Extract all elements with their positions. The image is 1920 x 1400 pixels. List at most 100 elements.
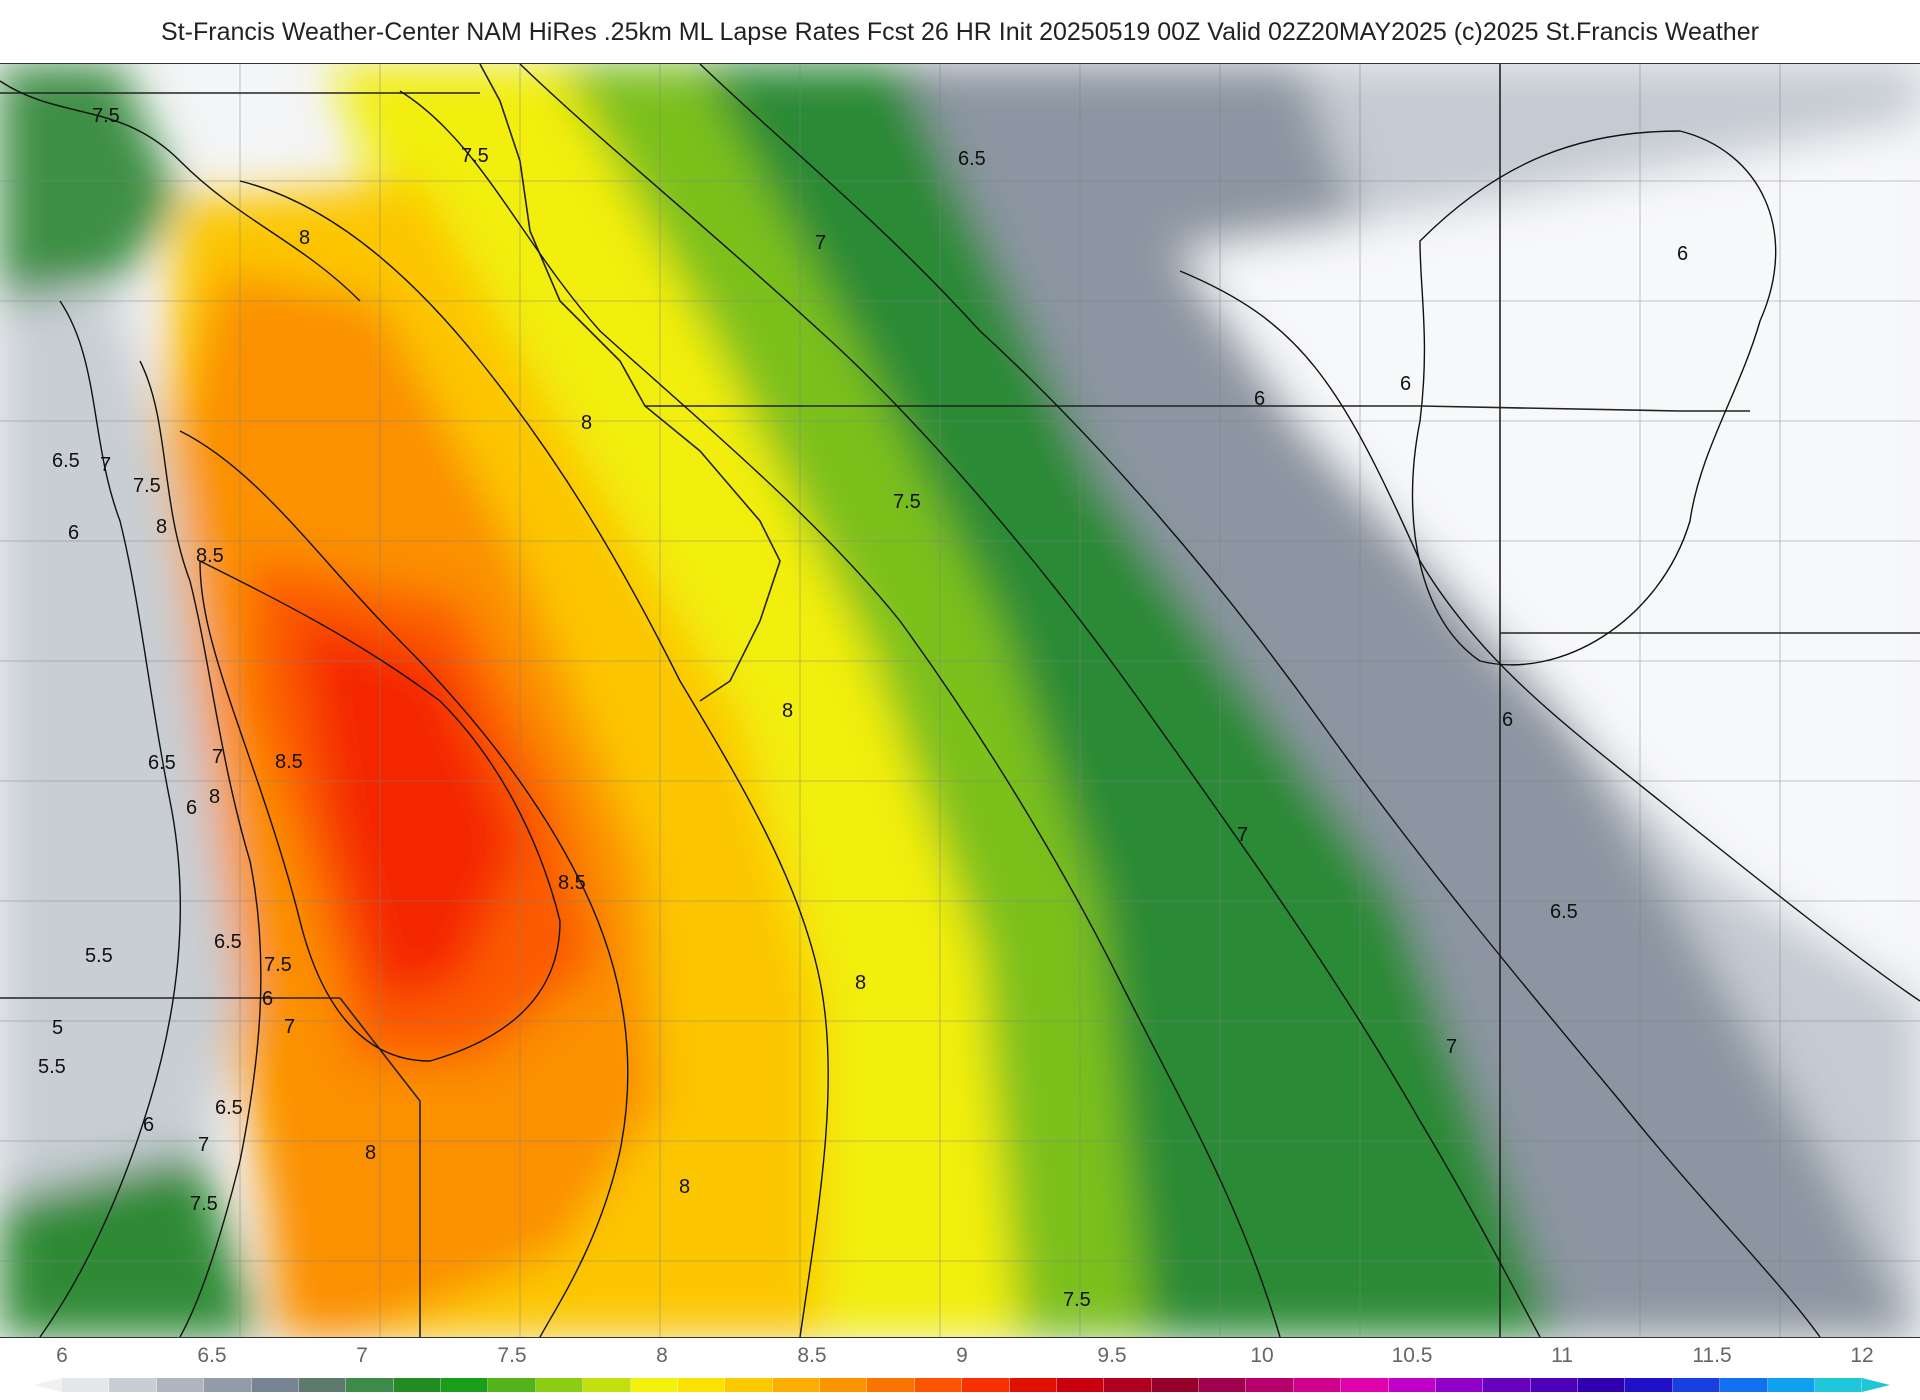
contour-label: 8 [156,516,167,538]
colorbar-strip [62,1378,1863,1392]
color-fill [0,64,1920,1337]
contour-label: 6 [143,1114,154,1136]
colorbar-segment [204,1378,252,1392]
colorbar-segment [1341,1378,1389,1392]
colorbar-segment [630,1378,678,1392]
colorbar-segment [488,1378,536,1392]
colorbar-tick-label: 9 [956,1344,968,1367]
contour-label: 7 [815,232,826,254]
contour-label: 7.5 [133,475,161,497]
contour-label: 7 [1446,1036,1457,1058]
contour-lines [0,64,1920,1337]
contour-label: 8 [365,1142,376,1164]
contour-label: 5.5 [85,945,113,967]
colorbar-segment [109,1378,157,1392]
band-green-southwest [0,1151,260,1337]
colorbar-segment [1435,1378,1484,1392]
contour-label: 8 [782,700,793,722]
colorbar-arrow-left [34,1378,62,1392]
colorbar-segment [1293,1378,1342,1392]
colorbar-segment [1578,1378,1626,1392]
county-borders [0,64,1920,1337]
contour-label: 7 [1237,824,1248,846]
colorbar-segment [1388,1378,1436,1392]
contour-label: 5 [52,1017,63,1039]
colorbar-arrow-right [1862,1378,1890,1392]
contour-label: 7 [100,454,111,476]
contour-label: 6 [1502,709,1513,731]
contour-label: 8 [679,1176,690,1198]
colorbar-segment [583,1378,631,1392]
colorbar-segment [962,1378,1010,1392]
contour-label: 6 [1254,388,1265,410]
colorbar-tick-label: 11.5 [1692,1344,1732,1367]
colorbar-tick-label: 9.5 [1097,1344,1127,1367]
colorbar-tick-label: 8 [656,1344,668,1367]
state-borders [0,64,1920,1337]
colorbar-segment [298,1378,347,1392]
colorbar-tick-label: 10.5 [1391,1344,1433,1367]
contour-label: 8 [581,412,592,434]
contour-label: 8.5 [275,751,303,773]
colorbar-tick-label: 10 [1250,1344,1274,1367]
contour-label: 5.5 [38,1056,66,1078]
colorbar-tick-label: 6 [56,1344,68,1367]
colorbar-tick-label: 6.5 [197,1344,227,1367]
colorbar-segment [156,1378,205,1392]
band-red [300,621,520,1001]
colorbar-segment [393,1378,441,1392]
colorbar-segment [725,1378,773,1392]
colorbar-segment [914,1378,963,1392]
contour-labels: 7.5 7.5 6.5 7 6 6 6 8 8 6.5 7 7.5 7.5 8 … [38,105,1688,1311]
contour-label: 6.5 [215,1097,243,1119]
contour-label: 7.5 [1063,1289,1091,1311]
colorbar-segment [441,1378,489,1392]
contour-label: 6 [1677,243,1688,265]
contour-label: 6 [68,522,79,544]
contour-label: 6.5 [1550,901,1578,923]
contour-label: 6 [186,797,197,819]
contour-label: 7.5 [893,491,921,513]
contour-label: 7.5 [264,954,292,976]
contour-label: 6.5 [52,450,80,472]
contour-label: 8.5 [558,872,586,894]
contour-label: 6.5 [148,752,176,774]
chart-title: St-Francis Weather-Center NAM HiRes .25k… [161,18,1759,46]
contour-label: 7 [198,1134,209,1156]
contour-label: 8 [209,786,220,808]
colorbar-segment [820,1378,868,1392]
colorbar-segment [1104,1378,1152,1392]
colorbar-segment [1814,1378,1863,1392]
contour-label: 8 [855,972,866,994]
colorbar-segment [1483,1378,1531,1392]
colorbar-tick-label: 8.5 [797,1344,827,1367]
colorbar-tick-label: 7 [356,1344,368,1367]
colorbar-segment [1056,1378,1105,1392]
colorbar-segment [867,1378,915,1392]
colorbar: 6 6.5 7 7.5 8 8.5 9 9.5 10 10.5 11 11.5 12 [0,1338,1920,1400]
colorbar-segment [1246,1378,1294,1392]
colorbar-segment [62,1378,110,1392]
colorbar-segment [1720,1378,1768,1392]
colorbar-segment [1009,1378,1057,1392]
contour-label: 7.5 [190,1193,218,1215]
colorbar-tick-label: 12 [1850,1344,1874,1367]
colorbar-segment [251,1378,299,1392]
colorbar-segment [1530,1378,1578,1392]
colorbar-segment [1151,1378,1199,1392]
contour-label: 6.5 [214,931,242,953]
contour-label: 6 [1400,373,1411,395]
weather-map: 7.5 7.5 6.5 7 6 6 6 8 8 6.5 7 7.5 7.5 8 … [0,63,1920,1338]
colorbar-tick-label: 11 [1551,1344,1573,1367]
contour-label: 8 [299,227,310,249]
colorbar-segment [1767,1378,1815,1392]
colorbar-segment [1625,1378,1673,1392]
contour-label: 6 [262,988,273,1010]
band-green-west [0,64,180,301]
colorbar-segment [346,1378,394,1392]
colorbar-segment [1199,1378,1247,1392]
colorbar-segment [772,1378,820,1392]
contour-label: 7 [212,746,223,768]
band-grey-west [0,281,240,1231]
colorbar-segment [535,1378,584,1392]
